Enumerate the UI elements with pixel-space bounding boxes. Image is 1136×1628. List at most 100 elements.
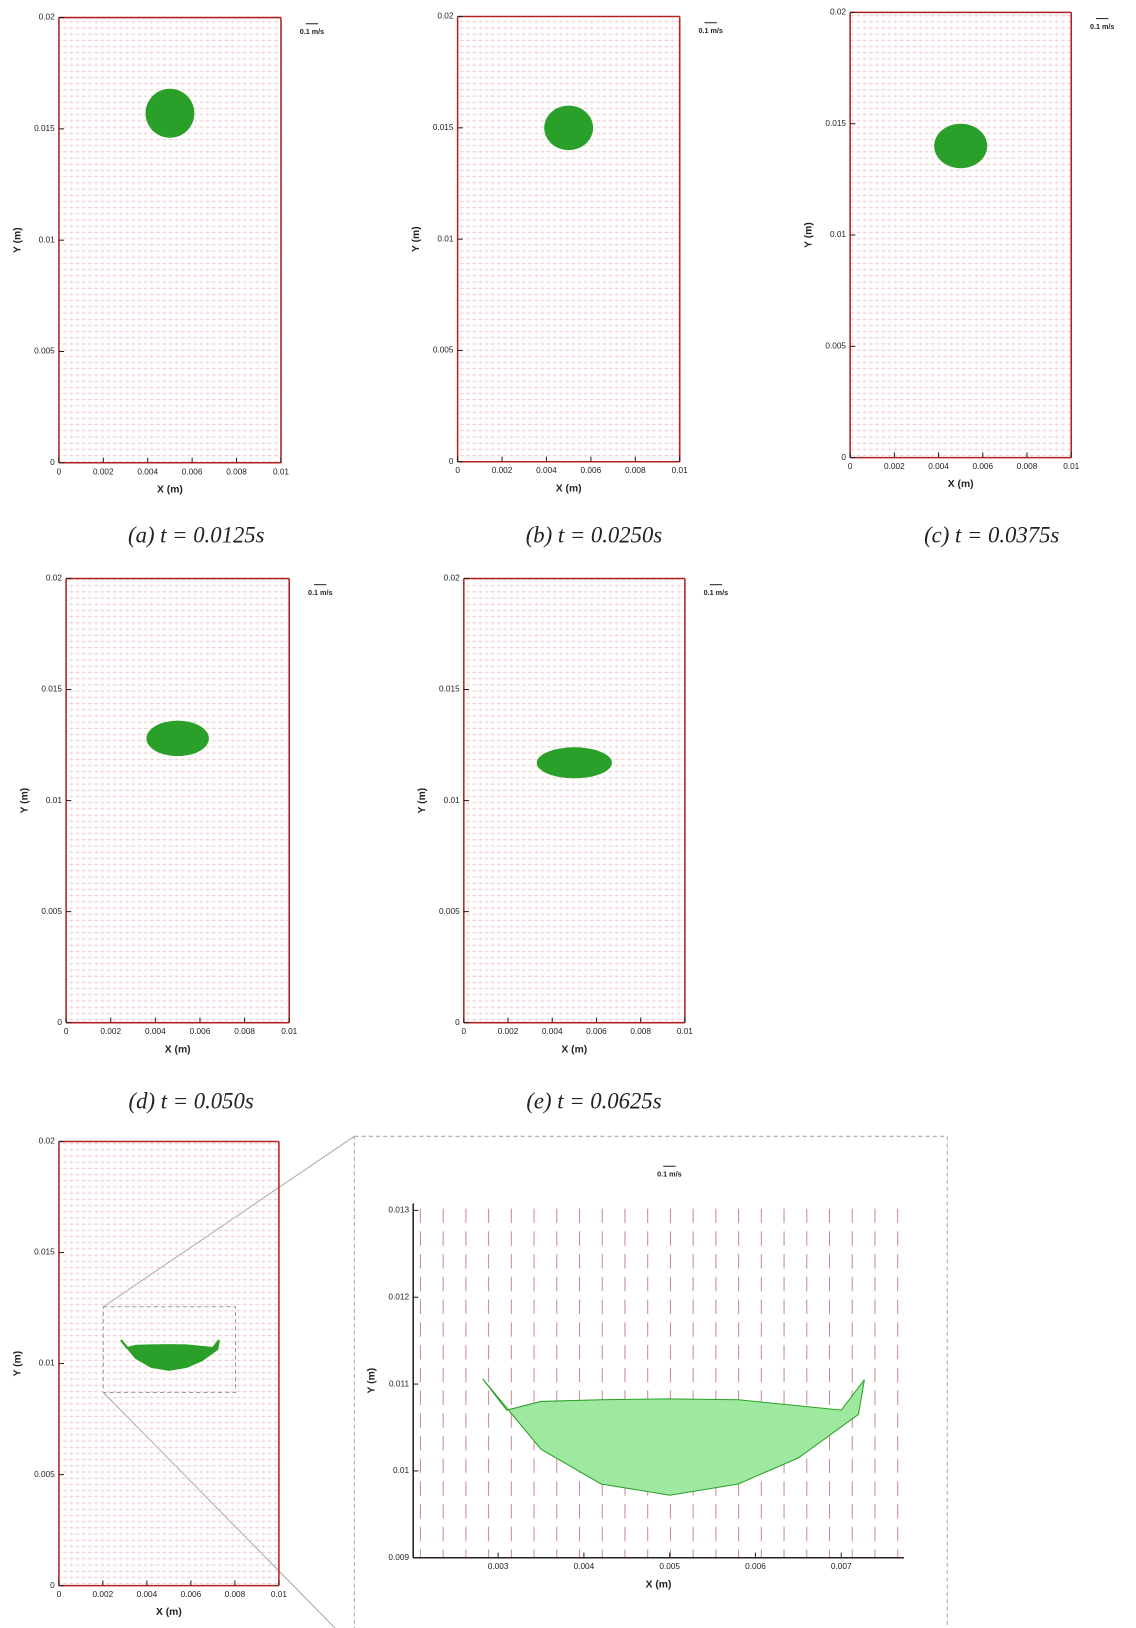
x-tick-label: 0.004 [928,462,949,471]
y-tick-label: 0.02 [39,1137,55,1146]
x-axis-label: X (m) [561,1044,587,1055]
y-tick-label: 0.005 [433,346,454,355]
reference-label: 0.1 m/s [657,1169,681,1178]
y-tick-label: 0.005 [825,342,846,351]
velocity-field [850,12,1071,457]
velocity-field [59,18,281,463]
x-tick-label: 0.004 [542,1027,563,1036]
y-tick-label: 0.009 [388,1553,409,1562]
y-tick-label: 0 [449,457,454,466]
panels: 0 0.002 0.004 0.006 0.008 0.01 0 0.005 0.01 0.015… [12,8,1114,1628]
x-axis-label: X (m) [556,483,582,494]
y-tick-label: 0.005 [41,907,62,916]
x-tick-label: 0.01 [271,1590,287,1599]
y-tick-label: 0.01 [830,230,846,239]
y-tick-label: 0.005 [34,1470,55,1479]
caption: (a) t = 0.0125s [128,522,265,547]
x-tick-label: 0.002 [93,467,114,476]
x-tick-label: 0.003 [488,1562,509,1571]
caption: (e) t = 0.0625s [526,1088,661,1113]
y-tick-label: 0.015 [825,119,846,128]
y-tick-label: 0.01 [444,796,460,805]
x-tick-label: 0.002 [492,466,513,475]
x-tick-label: 0.008 [630,1027,651,1036]
x-tick-label: 0.005 [659,1562,680,1571]
y-tick-label: 0.012 [388,1292,409,1301]
reference-label: 0.1 m/s [704,588,728,597]
x-tick-label: 0.008 [225,1590,246,1599]
y-tick-label: 0.02 [830,8,846,17]
x-tick-label: 0.006 [190,1027,211,1036]
x-tick-label: 0.008 [625,466,646,475]
droplet [537,747,612,778]
y-tick-label: 0.01 [437,234,453,243]
y-tick-label: 0.01 [393,1466,409,1475]
x-tick-label: 0.002 [884,462,905,471]
x-tick-label: 0.002 [100,1027,121,1036]
caption: (d) t = 0.050s [129,1088,254,1113]
x-tick-label: 0.006 [586,1027,607,1036]
velocity-field [464,578,685,1022]
y-tick-label: 0 [455,1018,460,1027]
x-tick-label: 0.008 [226,467,247,476]
y-tick-label: 0 [50,458,55,467]
x-tick-label: 0.01 [281,1027,297,1036]
x-tick-label: 0.004 [137,1590,158,1599]
x-tick-label: 0.006 [181,1590,202,1599]
x-axis-label: X (m) [165,1044,191,1055]
figure: 0 0.002 0.004 0.006 0.008 0.01 0 0.005 0.01 0.015… [0,0,1136,1628]
y-tick-label: 0.01 [39,235,55,244]
y-tick-label: 0.005 [34,347,55,356]
x-tick-label: 0 [455,466,460,475]
y-tick-label: 0 [841,453,846,462]
droplet [146,721,208,757]
y-tick-label: 0.01 [39,1359,55,1368]
y-tick-label: 0.02 [437,12,453,21]
y-axis-label: Y (m) [12,227,23,253]
droplet [544,106,593,151]
droplet [145,89,194,138]
y-tick-label: 0 [50,1581,55,1590]
x-tick-label: 0.01 [273,467,289,476]
y-tick-label: 0.02 [444,574,460,583]
x-axis-label: X (m) [156,1607,182,1618]
x-tick-label: 0.006 [581,466,602,475]
x-tick-label: 0.01 [677,1027,693,1036]
velocity-field [66,578,289,1022]
y-axis-label: Y (m) [417,788,428,814]
x-tick-label: 0.004 [145,1027,166,1036]
x-tick-label: 0.01 [1063,462,1079,471]
y-axis-label: Y (m) [804,222,815,248]
x-tick-label: 0.006 [972,462,993,471]
y-tick-label: 0.01 [46,796,62,805]
x-axis-label: X (m) [157,484,183,495]
droplet [934,124,987,169]
y-tick-label: 0.015 [433,123,454,132]
x-tick-label: 0 [57,1590,62,1599]
y-tick-label: 0.013 [388,1206,409,1215]
x-tick-label: 0.004 [574,1562,595,1571]
x-tick-label: 0.006 [182,467,203,476]
y-axis-label: Y (m) [367,1368,378,1394]
y-axis-label: Y (m) [411,226,422,252]
x-axis-label: X (m) [948,479,974,490]
y-tick-label: 0.005 [439,907,460,916]
reference-label: 0.1 m/s [1090,22,1114,31]
x-tick-label: 0.004 [137,467,158,476]
y-tick-label: 0.02 [39,13,55,22]
reference-label: 0.1 m/s [308,588,332,597]
x-axis-label: X (m) [646,1579,672,1590]
y-tick-label: 0.015 [41,685,62,694]
y-tick-label: 0.015 [34,124,55,133]
x-tick-label: 0.008 [1017,462,1038,471]
x-tick-label: 0 [848,462,853,471]
y-axis-label: Y (m) [20,788,31,814]
x-tick-label: 0 [64,1027,69,1036]
x-tick-label: 0.006 [745,1562,766,1571]
velocity-field [413,1203,904,1557]
y-tick-label: 0.015 [439,685,460,694]
x-tick-label: 0 [57,467,62,476]
x-tick-label: 0.002 [93,1590,114,1599]
y-tick-label: 0.02 [46,574,62,583]
velocity-field [458,17,680,462]
